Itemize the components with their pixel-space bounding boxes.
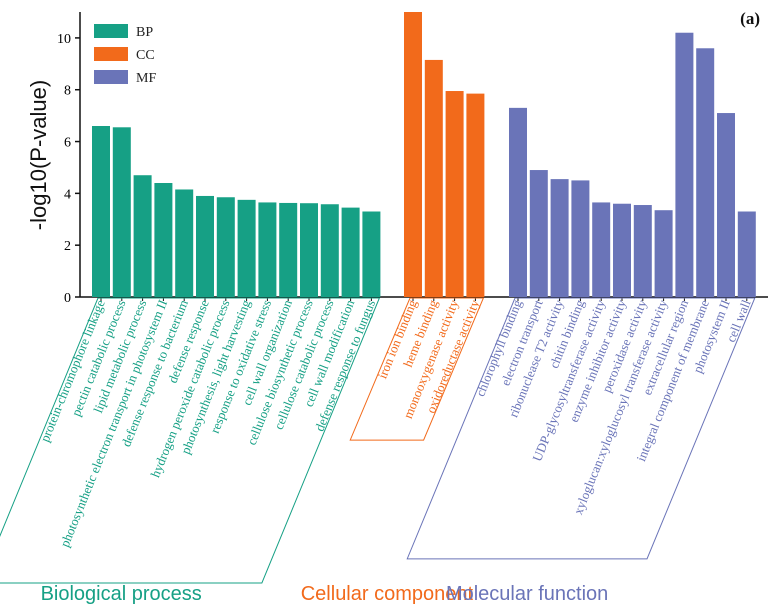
bracket-biological-process <box>0 297 381 584</box>
bar-mf-chitin-binding <box>571 180 590 297</box>
bar-bp-protein-chromophore-linkage <box>92 126 110 297</box>
legend: BP CC MF <box>94 24 156 86</box>
bar-cc-monooxygenase-activity <box>445 91 464 297</box>
bar-bp-photosynthetic-electron-transport-in-photosystem-ii <box>154 183 173 297</box>
bar-bp-photosynthesis-light-harvesting <box>237 199 256 297</box>
bar-mf-integral-component-of-membrane <box>696 48 715 297</box>
y-axis-label: -log10(P-value) <box>26 80 51 230</box>
bar-bp-pectin-catabolic-process <box>112 127 131 297</box>
legend-label-bp: BP <box>136 25 153 40</box>
legend-swatch-mf <box>94 70 128 84</box>
bar-cc-oxidoreductase-activity <box>466 93 485 297</box>
bar-bp-defense-response-to-bacterium <box>175 189 194 297</box>
bar-cc-iron-ion-binding <box>404 12 422 297</box>
bar-mf-peroxidase-activity <box>633 205 652 297</box>
bar-bp-cell-wall-organization <box>279 202 298 297</box>
legend-label-cc: CC <box>136 48 155 63</box>
bar-mf-photosystem-ii <box>717 113 735 297</box>
bar-mf-enzyme-inhibitor-activity <box>613 203 631 297</box>
bar-bp-cellulose-biosynthetic-process <box>300 203 318 297</box>
bar-mf-cell-wall <box>737 211 756 297</box>
bar-mf-ribonuclease-t2-activity <box>550 179 569 297</box>
legend-swatch-bp <box>94 24 128 38</box>
group-brackets: Biological process Cellular componentMole… <box>0 297 756 605</box>
bar-bp-lipid-metabolic-process <box>133 175 152 297</box>
y-tick-label: 8 <box>64 84 71 99</box>
y-tick-label: 10 <box>57 32 71 47</box>
bar-mf-udp-glycosyltransferase-activity <box>592 202 611 297</box>
bars <box>92 12 756 298</box>
bracket-molecular-function <box>406 297 756 560</box>
bar-bp-cell-wall-modification <box>341 207 360 297</box>
bar-bp-response-to-oxidative-stress <box>258 202 277 297</box>
bar-bp-hydrogen-peroxide-catabolic-process <box>216 197 235 297</box>
y-tick-label: 6 <box>64 136 71 151</box>
bar-mf-xyloglucan-xyloglucosyl-transferase-activity <box>654 210 673 297</box>
bar-mf-chlorophyll-binding <box>509 107 527 297</box>
y-tick-label: 4 <box>64 187 71 202</box>
y-tick-label: 0 <box>64 291 71 306</box>
group-title-cellular-component: Cellular component <box>301 583 474 605</box>
legend-swatch-cc <box>94 47 128 61</box>
panel-label: (a) <box>740 9 760 28</box>
bar-cc-heme-binding <box>424 59 443 297</box>
bracket-cellular-component <box>349 297 485 441</box>
group-title-biological-process: Biological process <box>41 583 202 605</box>
legend-label-mf: MF <box>136 71 156 86</box>
group-title-molecular-function: Molecular function <box>446 583 608 605</box>
y-tick-label: 2 <box>64 239 71 254</box>
bar-mf-extracellular-region <box>675 32 694 298</box>
bar-bp-defense-response <box>196 195 214 297</box>
bar-mf-electron-transport <box>529 170 548 297</box>
bar-bp-cellulose-catabolic-process <box>320 204 339 297</box>
bar-bp-defense-response-to-fungus <box>362 211 381 297</box>
